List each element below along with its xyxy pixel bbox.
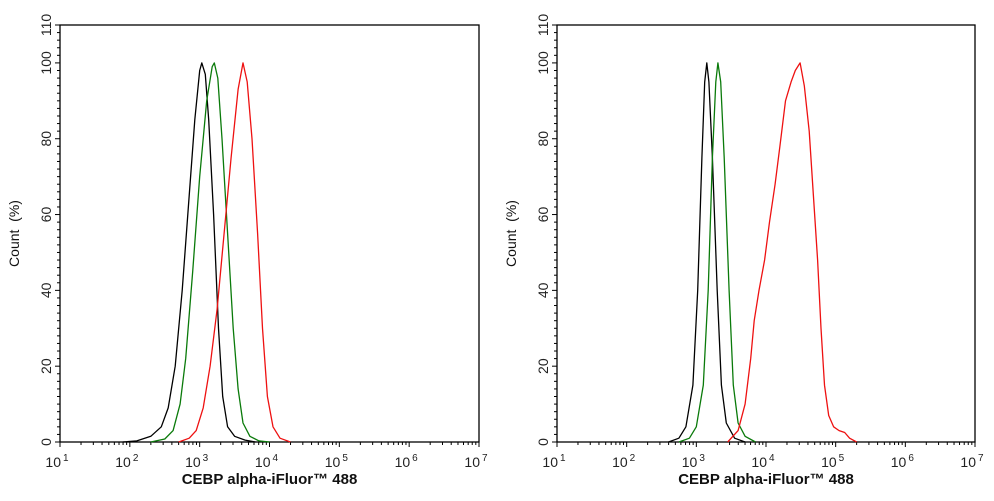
y-tick-label: 60 [38, 207, 54, 223]
x-tick-base: 10 [612, 454, 628, 470]
y-tick-label: 40 [38, 282, 54, 298]
y-tick-label: 110 [38, 14, 54, 37]
y-tick-label: 20 [535, 358, 551, 374]
x-tick-exponent: 3 [203, 453, 209, 464]
x-tick-base: 10 [115, 454, 131, 470]
x-tick-exponent: 3 [699, 453, 705, 464]
x-axis-label: CEBP alpha-iFluor™ 488 [678, 471, 854, 488]
x-tick-exponent: 6 [908, 453, 914, 464]
y-axis-label: Count (%) [503, 200, 519, 267]
x-tick-exponent: 4 [273, 453, 279, 464]
x-tick-label: 10 5 [821, 453, 845, 470]
x-tick-label: 10 1 [45, 453, 69, 470]
y-tick-label: 100 [535, 51, 551, 75]
x-tick-label: 10 1 [542, 453, 566, 470]
series-red-curve [178, 62, 291, 443]
series-green-curve [150, 62, 270, 443]
series-black-curve [122, 62, 256, 443]
x-tick-exponent: 2 [630, 453, 636, 464]
x-tick-label: 10 6 [891, 453, 915, 470]
x-tick-label: 10 7 [960, 453, 984, 470]
y-tick-label: 110 [535, 14, 551, 37]
x-tick-base: 10 [464, 454, 480, 470]
y-tick-label: 0 [38, 438, 54, 446]
x-tick-base: 10 [821, 454, 837, 470]
x-tick-base: 10 [185, 454, 201, 470]
x-tick-label: 10 5 [325, 453, 349, 470]
x-tick-exponent: 6 [412, 453, 418, 464]
x-tick-label: 10 2 [612, 453, 636, 470]
x-tick-label: 10 6 [395, 453, 419, 470]
x-tick-label: 10 2 [115, 453, 139, 470]
x-tick-exponent: 5 [342, 453, 348, 464]
x-tick-base: 10 [45, 454, 61, 470]
x-tick-label: 10 4 [255, 453, 279, 470]
x-tick-exponent: 7 [978, 453, 984, 464]
x-tick-base: 10 [891, 454, 907, 470]
y-tick-label: 100 [38, 51, 54, 75]
y-tick-label: 0 [535, 438, 551, 446]
x-tick-exponent: 7 [482, 453, 488, 464]
x-tick-label: 10 3 [185, 453, 209, 470]
y-tick-label: 80 [535, 131, 551, 147]
x-tick-exponent: 2 [133, 453, 139, 464]
series-green-curve [678, 62, 756, 443]
y-axis-label: Count (%) [6, 200, 22, 267]
x-tick-label: 10 3 [682, 453, 706, 470]
x-tick-label: 10 4 [751, 453, 775, 470]
y-tick-label: 20 [38, 358, 54, 374]
y-tick-label: 80 [38, 131, 54, 147]
x-tick-exponent: 1 [63, 453, 69, 464]
x-tick-base: 10 [395, 454, 411, 470]
x-tick-base: 10 [255, 454, 271, 470]
series-red-curve [727, 62, 857, 443]
x-tick-base: 10 [682, 454, 698, 470]
x-tick-base: 10 [325, 454, 341, 470]
plot-frame [59, 24, 480, 443]
y-tick-label: 40 [535, 282, 551, 298]
x-tick-exponent: 5 [839, 453, 845, 464]
x-tick-exponent: 1 [560, 453, 566, 464]
plot-frame [556, 24, 976, 443]
x-tick-label: 10 7 [464, 453, 488, 470]
x-tick-base: 10 [751, 454, 767, 470]
x-tick-exponent: 4 [769, 453, 775, 464]
x-axis-label: CEBP alpha-iFluor™ 488 [182, 471, 358, 488]
y-tick-label: 60 [535, 207, 551, 223]
x-tick-base: 10 [542, 454, 558, 470]
series-black-curve [668, 62, 746, 443]
x-tick-base: 10 [960, 454, 976, 470]
